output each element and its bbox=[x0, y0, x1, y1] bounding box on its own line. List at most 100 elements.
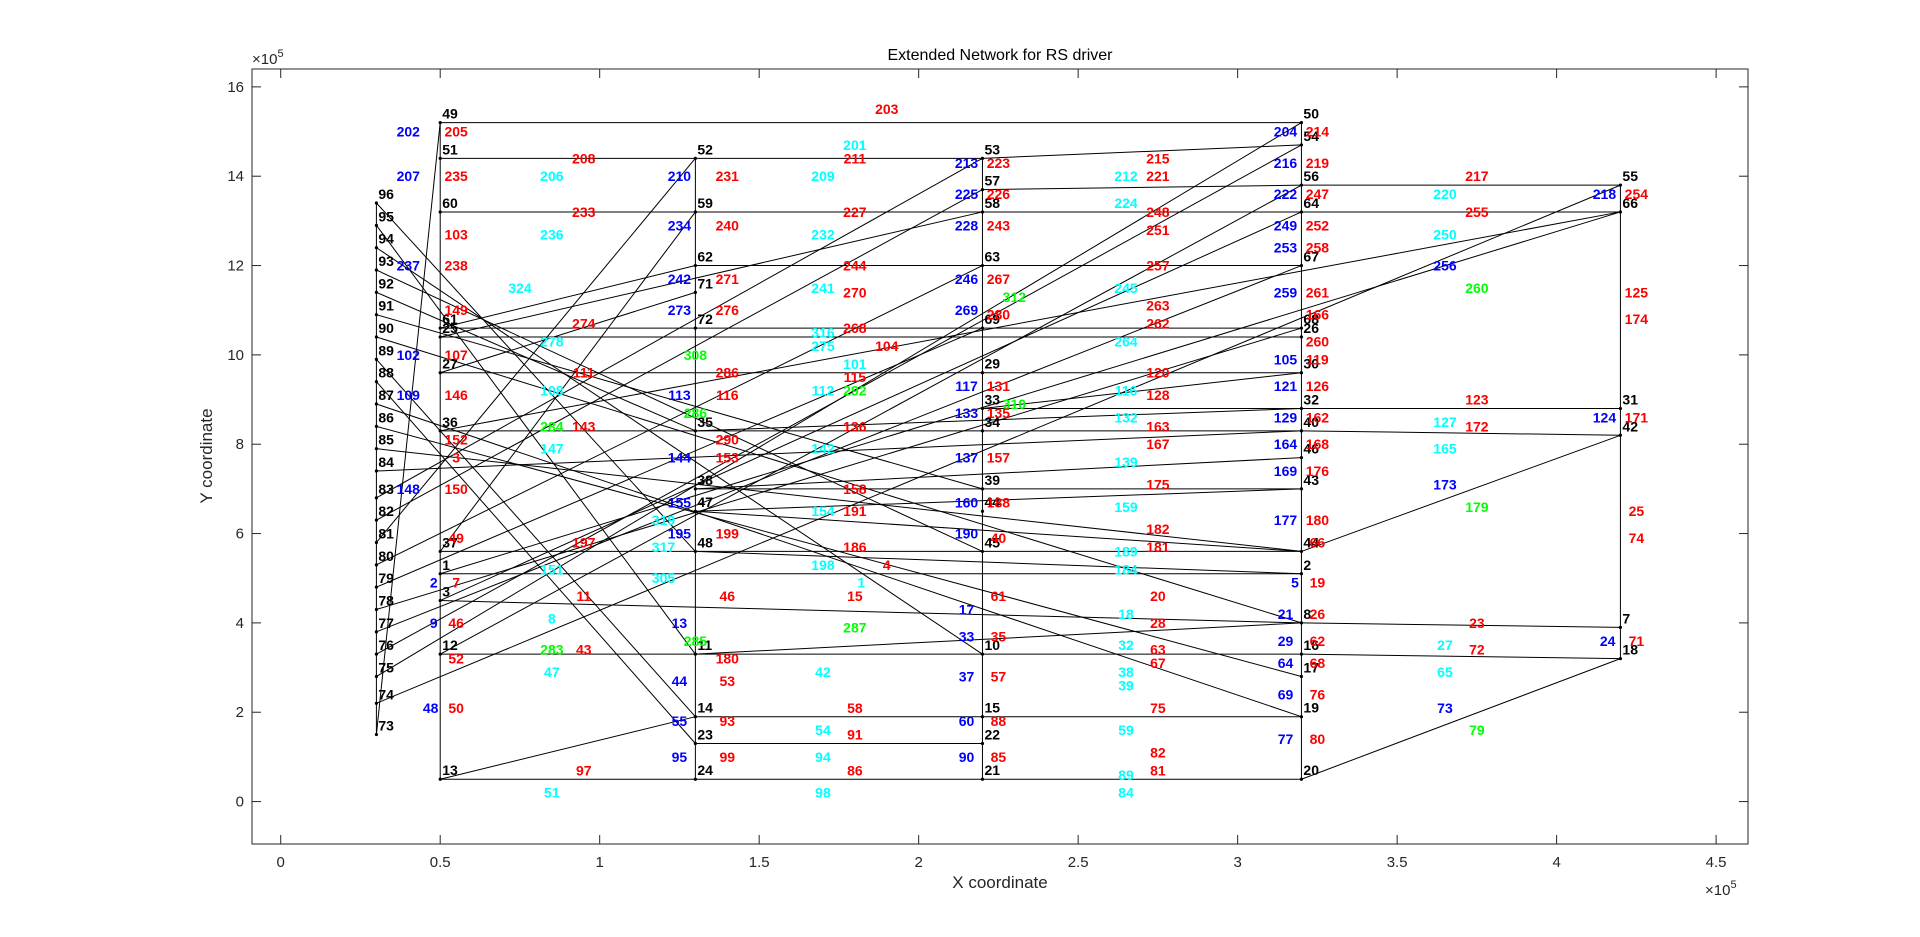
node-point bbox=[374, 540, 379, 545]
node-point bbox=[1299, 487, 1304, 491]
link-label: 4 bbox=[883, 557, 891, 573]
node-point bbox=[374, 469, 379, 473]
link-label: 40 bbox=[991, 530, 1007, 546]
node-point bbox=[374, 313, 379, 317]
link-label: 59 bbox=[1118, 722, 1134, 738]
node-point bbox=[1299, 549, 1304, 554]
link-label: 220 bbox=[1433, 186, 1457, 202]
node-label: 81 bbox=[378, 525, 394, 541]
node-point bbox=[1299, 572, 1304, 576]
node-label: 93 bbox=[378, 253, 394, 269]
node-label: 84 bbox=[378, 454, 394, 470]
network-edge bbox=[376, 430, 1302, 472]
link-label: 62 bbox=[1310, 633, 1326, 649]
node-label: 85 bbox=[378, 432, 394, 448]
node-label: 61 bbox=[442, 311, 458, 327]
node-point bbox=[693, 263, 697, 268]
link-label: 8 bbox=[548, 610, 556, 626]
link-label: 233 bbox=[572, 204, 596, 220]
link-label: 109 bbox=[397, 387, 421, 403]
node-label: 73 bbox=[378, 718, 394, 734]
link-label: 245 bbox=[1114, 280, 1138, 296]
chart-title: Extended Network for RS driver bbox=[888, 47, 1114, 64]
link-label: 90 bbox=[959, 749, 975, 765]
link-label: 51 bbox=[544, 785, 560, 801]
link-label: 13 bbox=[672, 615, 688, 631]
link-label: 158 bbox=[843, 481, 867, 497]
node-label: 44 bbox=[984, 494, 1000, 510]
link-label: 124 bbox=[1593, 409, 1617, 425]
link-label: 1 bbox=[857, 575, 865, 591]
node-label: 37 bbox=[442, 534, 458, 550]
node-label: 55 bbox=[1622, 168, 1638, 184]
node-point bbox=[1299, 715, 1304, 719]
link-label: 211 bbox=[844, 150, 867, 166]
link-label: 35 bbox=[991, 628, 1007, 644]
network-edge bbox=[376, 327, 1302, 610]
node-label: 17 bbox=[1303, 659, 1319, 675]
node-label: 62 bbox=[697, 249, 713, 265]
link-label: 180 bbox=[716, 651, 740, 667]
link-label: 121 bbox=[1274, 378, 1298, 394]
node-point bbox=[438, 371, 442, 375]
network-edge bbox=[376, 158, 696, 543]
link-label: 63 bbox=[1150, 642, 1166, 658]
node-label: 96 bbox=[378, 186, 394, 202]
node-label: 43 bbox=[1303, 472, 1319, 488]
link-label: 271 bbox=[716, 271, 740, 287]
link-label: 49 bbox=[448, 530, 464, 546]
link-label: 139 bbox=[1114, 454, 1138, 470]
link-label: 172 bbox=[1465, 418, 1489, 434]
link-label: 264 bbox=[1114, 333, 1138, 349]
network-edge bbox=[440, 291, 696, 374]
link-label: 154 bbox=[811, 503, 835, 519]
node-point bbox=[374, 496, 379, 500]
link-label: 226 bbox=[987, 186, 1011, 202]
link-label: 249 bbox=[1274, 217, 1298, 233]
link-label: 180 bbox=[1306, 512, 1330, 528]
link-label: 113 bbox=[668, 387, 691, 403]
x-tick-label: 2 bbox=[914, 854, 922, 871]
link-label: 168 bbox=[1306, 436, 1330, 452]
link-label: 32 bbox=[1118, 637, 1134, 653]
link-label: 108 bbox=[540, 383, 564, 399]
node-point bbox=[374, 607, 379, 612]
node-point bbox=[980, 487, 985, 491]
node-label: 63 bbox=[984, 249, 1000, 265]
link-label: 286 bbox=[684, 405, 708, 421]
node-point bbox=[1299, 456, 1304, 460]
link-label: 5 bbox=[1291, 575, 1299, 591]
node-label: 75 bbox=[378, 659, 394, 675]
node-point bbox=[374, 335, 379, 339]
node-label: 8 bbox=[1303, 606, 1311, 622]
link-label: 222 bbox=[1274, 186, 1298, 202]
node-point bbox=[438, 572, 442, 576]
link-label: 159 bbox=[1114, 499, 1138, 515]
link-label: 33 bbox=[959, 628, 975, 644]
node-point bbox=[693, 156, 697, 160]
link-label: 7 bbox=[452, 575, 460, 591]
node-point bbox=[374, 246, 379, 250]
link-label: 69 bbox=[1278, 686, 1294, 702]
link-label: 237 bbox=[397, 258, 421, 274]
node-label: 60 bbox=[442, 195, 458, 211]
network-edge bbox=[1301, 430, 1621, 436]
node-label: 34 bbox=[984, 414, 1000, 430]
node-point bbox=[374, 447, 379, 451]
node-label: 59 bbox=[697, 195, 713, 211]
link-label: 182 bbox=[1146, 521, 1170, 537]
link-label: 67 bbox=[1150, 655, 1166, 671]
link-label: 38 bbox=[1118, 664, 1134, 680]
link-label: 93 bbox=[719, 713, 735, 729]
link-label: 256 bbox=[1433, 258, 1457, 274]
node-label: 86 bbox=[378, 409, 394, 425]
link-label: 23 bbox=[1469, 615, 1485, 631]
node-point bbox=[1618, 210, 1623, 214]
node-point bbox=[693, 549, 697, 554]
link-label: 43 bbox=[576, 642, 592, 658]
link-label: 94 bbox=[815, 749, 831, 765]
link-label: 126 bbox=[1306, 378, 1330, 394]
link-label: 95 bbox=[672, 749, 688, 765]
y-tick-label: 0 bbox=[236, 794, 244, 811]
link-label: 151 bbox=[540, 561, 564, 577]
